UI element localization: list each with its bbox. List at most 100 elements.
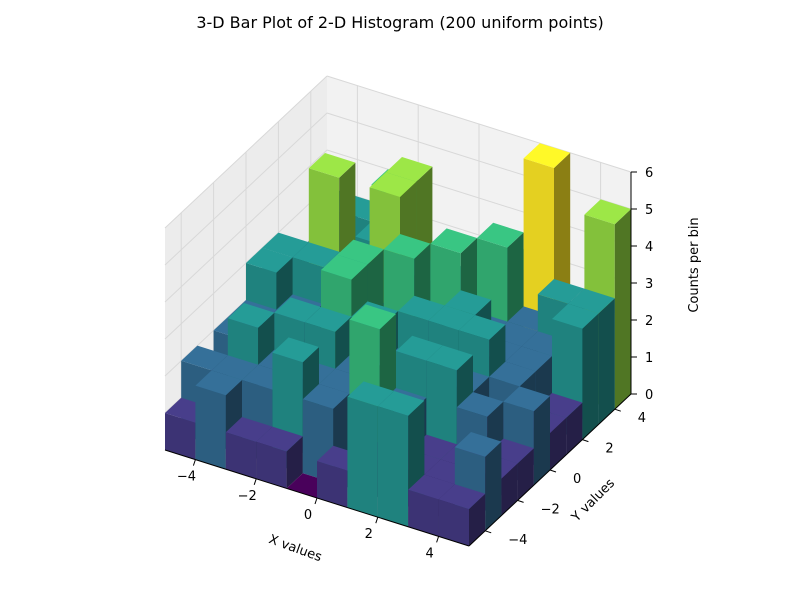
bar-front-face (225, 432, 257, 479)
bar-top-face (262, 232, 309, 258)
bar-top-face (503, 386, 550, 412)
bar-side-face (550, 417, 567, 470)
z-tick-label: 4 (645, 240, 653, 255)
z-tick-label: 2 (645, 314, 653, 329)
bar-side-face (582, 313, 599, 440)
bar-top-face (195, 370, 242, 396)
bar-front-face (438, 499, 469, 546)
bar-top-face (256, 426, 303, 452)
y-tick-mark (582, 439, 589, 443)
bar-top-face (396, 335, 443, 361)
bar-top-face (308, 153, 356, 178)
bar-front-face (165, 413, 196, 460)
y-tick-mark (549, 469, 557, 473)
x-tick-mark (253, 478, 257, 485)
grid-line-z-back (326, 112, 632, 210)
bar-top-face (408, 474, 455, 500)
bar-top-face (454, 432, 502, 457)
bar-top-face (292, 242, 340, 267)
bar-top-face (321, 254, 368, 280)
bar-top-face (456, 392, 504, 417)
bar-top-face (225, 417, 273, 442)
bar-side-face (501, 463, 518, 516)
bar-top-face (304, 307, 352, 332)
bar-top-face (426, 345, 473, 371)
bar-front-face (347, 396, 378, 518)
bars-group (165, 143, 631, 546)
grid-line-z-left (164, 112, 328, 266)
axis-lines (164, 171, 637, 547)
z-axis-label: Counts per bin (687, 217, 702, 312)
x-tick-mark (375, 517, 379, 524)
bar-top-face (385, 157, 433, 182)
grid-line-z-left (164, 75, 328, 229)
x-tick-label: −2 (238, 489, 257, 504)
bar-side-face (485, 441, 502, 531)
x-tick-label: 2 (365, 527, 373, 542)
bar-top-face (227, 303, 275, 328)
bar-top-face (537, 279, 585, 304)
bar-top-face (347, 381, 394, 407)
bar-side-face (469, 493, 486, 546)
bar-top-face (584, 199, 631, 225)
chart-title: 3-D Bar Plot of 2-D Histogram (200 unifo… (196, 13, 603, 32)
y-tick-mark (485, 530, 492, 534)
y-tick-label: 0 (573, 472, 581, 487)
bar-side-face (533, 396, 550, 486)
bar-top-face (383, 234, 431, 259)
y-tick-label: −4 (508, 533, 527, 548)
bar-3-0 (256, 426, 303, 489)
grid-line-z-back (326, 75, 632, 173)
bar-top-face (428, 305, 475, 331)
z-tick-label: 5 (645, 203, 653, 218)
y-tick-label: −2 (541, 502, 560, 517)
bar-top-face (438, 484, 486, 509)
x-axis-label: X values (267, 532, 324, 565)
bar-front-face (195, 385, 226, 470)
bar-top-face (377, 391, 425, 416)
x-tick-mark (192, 459, 196, 466)
bar-front-face (377, 406, 409, 527)
bar-front-face (408, 489, 439, 537)
bar-front-face (256, 441, 287, 489)
y-tick-label: 2 (605, 442, 613, 457)
bar-side-face (598, 298, 615, 425)
x-tick-label: −4 (177, 470, 196, 485)
grid-line-z-left (164, 149, 328, 303)
bar-top-face (181, 345, 228, 371)
bar-side-face (566, 402, 583, 455)
bar-top-face (246, 247, 293, 273)
bar-side-face (517, 448, 534, 501)
y-tick-mark (614, 408, 621, 412)
bar-top-face (337, 239, 384, 265)
x-tick-label: 4 (425, 546, 433, 561)
y-tick-label: 4 (638, 411, 646, 426)
bar-top-face (430, 228, 477, 254)
bar-top-face (272, 337, 319, 363)
bar-top-face (523, 143, 571, 168)
bar-top-face (489, 361, 536, 387)
bar-top-face (211, 355, 259, 380)
x-tick-mark (314, 497, 318, 505)
z-tick-label: 6 (645, 166, 653, 181)
y-tick-mark (517, 499, 524, 503)
bar-top-face (302, 384, 350, 409)
z-tick-label: 0 (645, 388, 653, 403)
bar-top-face (349, 304, 396, 330)
z-tick-label: 3 (645, 277, 653, 292)
bar-top-face (369, 172, 417, 197)
x-tick-mark (436, 536, 440, 543)
bar-top-face (274, 297, 321, 323)
tick-labels-group: −4 −2 0 2 4 −4 −2 0 2 4 0 1 2 3 4 5 6 (177, 166, 653, 561)
bar-top-face (444, 290, 492, 315)
bar-top-face (552, 303, 599, 329)
z-tick-label: 1 (645, 351, 653, 366)
bar-side-face (286, 436, 303, 489)
bar-front-face (317, 461, 348, 508)
bar-top-face (398, 295, 445, 321)
x-tick-label: 0 (304, 508, 312, 523)
bar-side-face (614, 209, 631, 410)
bar-top-face (568, 288, 615, 314)
bar-top-face (477, 222, 524, 248)
